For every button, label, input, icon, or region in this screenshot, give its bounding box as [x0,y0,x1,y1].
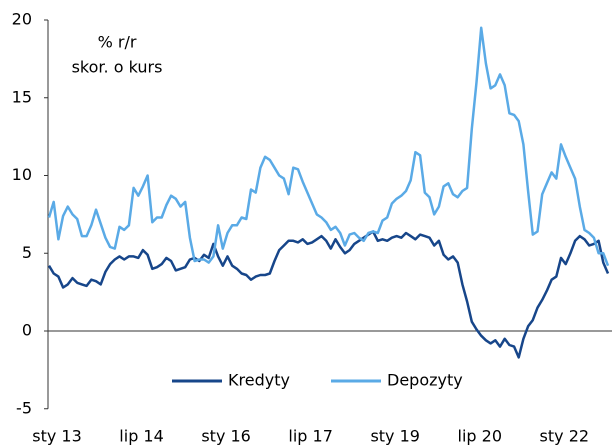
y-tick-label: 0 [22,321,32,340]
legend-label: Depozyty [387,371,463,390]
x-tick-label: sty 13 [32,427,82,446]
y-tick-label: 10 [12,165,32,184]
legend-label: Kredyty [228,371,290,390]
series-line [47,26,610,267]
annotation: % r/r [98,33,137,52]
x-tick-label: lip 14 [119,427,164,446]
x-tick-label: lip 17 [288,427,333,446]
y-tick-label: -5 [16,398,32,417]
x-tick-label: lip 20 [458,427,503,446]
x-tick-label: sty 22 [540,427,590,446]
y-tick-label: 5 [22,243,32,262]
x-tick-label: sty 16 [201,427,251,446]
series-line [47,230,610,359]
y-tick-label: 20 [12,10,32,29]
annotation: skor. o kurs [72,58,163,77]
x-tick-label: sty 19 [370,427,420,446]
y-tick-label: 15 [12,87,32,106]
